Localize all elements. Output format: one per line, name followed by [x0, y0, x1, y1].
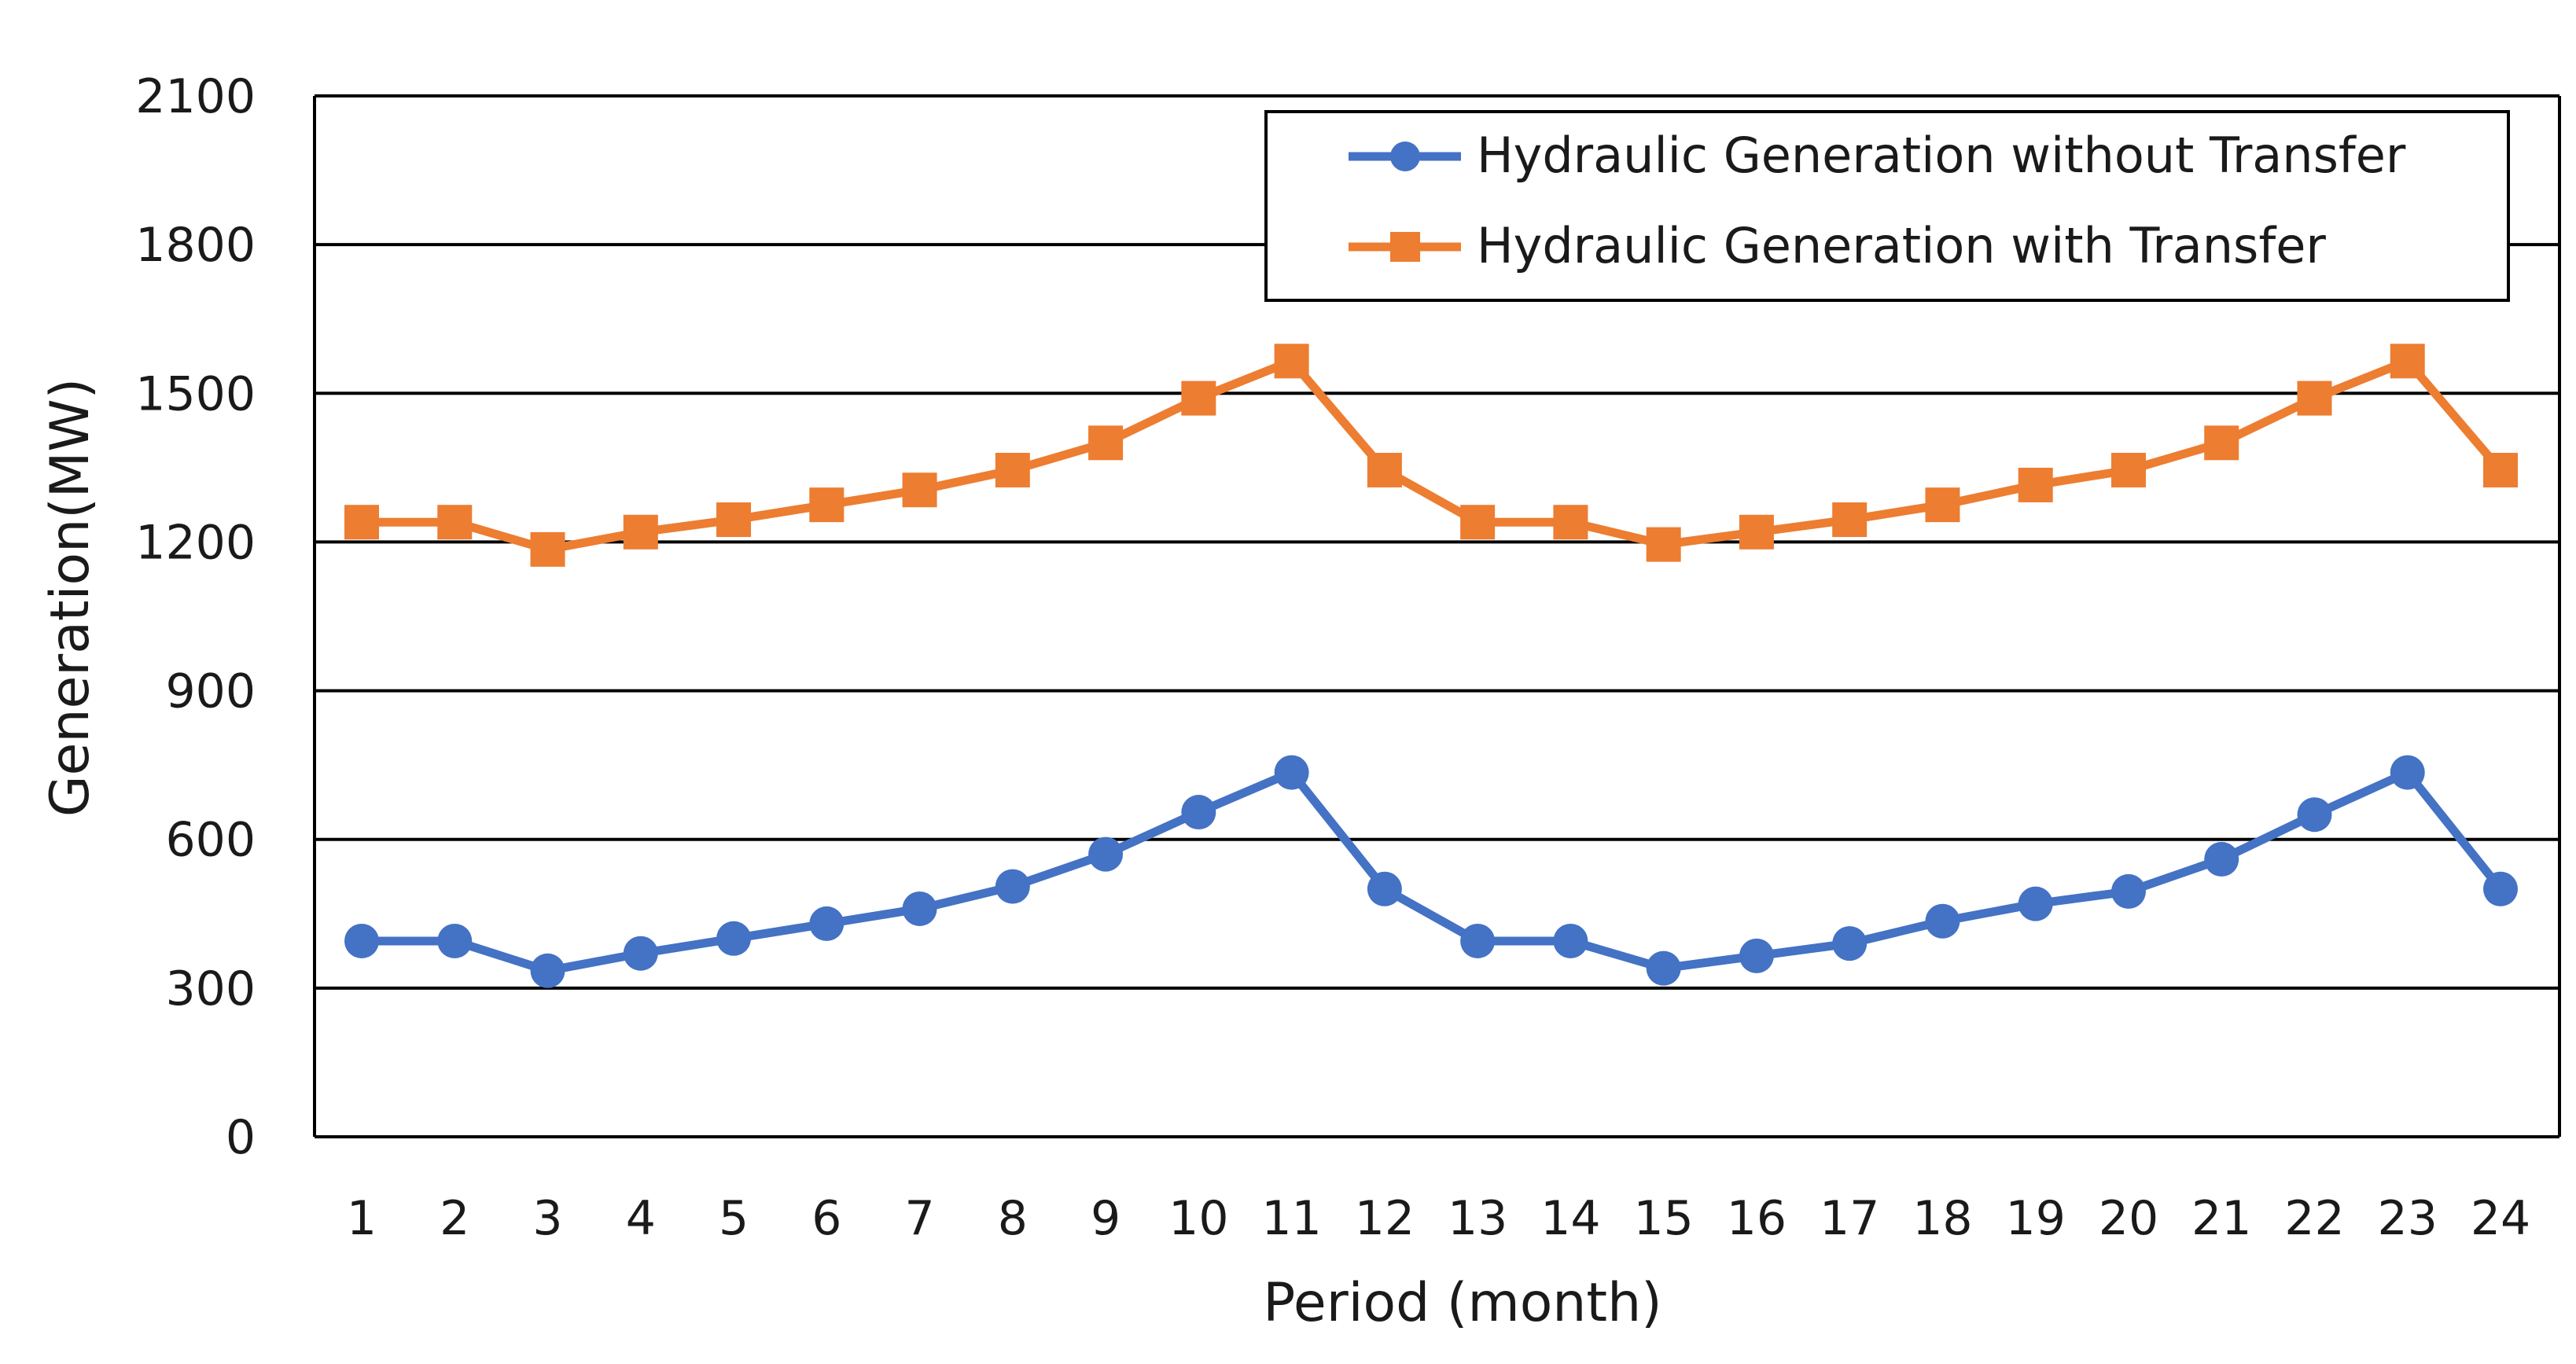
x-tick-label: 2 — [440, 1191, 469, 1246]
data-point — [2204, 841, 2239, 877]
data-point — [1181, 381, 1216, 416]
data-point — [1925, 903, 1960, 939]
data-point — [2483, 453, 2518, 488]
series-line — [362, 356, 2504, 554]
x-tick-label: 18 — [1912, 1191, 1972, 1246]
data-point — [716, 502, 752, 538]
x-tick-label: 23 — [2378, 1191, 2438, 1246]
data-point — [902, 891, 937, 926]
x-tick-label: 4 — [626, 1191, 656, 1246]
data-point — [1832, 926, 1868, 961]
data-point — [344, 505, 379, 540]
x-tick-label: 9 — [1091, 1191, 1121, 1246]
y-tick-label: 900 — [165, 664, 256, 719]
x-axis-ticks: 1 2 3 4 5 6 7 8 9 10 11 12 13 14 15 16 17 18 19 20 21 22 23 24 — [347, 1191, 2530, 1246]
legend-marker-without-transfer — [1390, 142, 1420, 171]
x-tick-label: 22 — [2284, 1191, 2344, 1246]
data-point — [623, 936, 658, 971]
data-point — [1460, 505, 1496, 540]
data-point — [809, 487, 845, 523]
data-point — [2390, 344, 2425, 379]
x-tick-label: 5 — [719, 1191, 749, 1246]
x-tick-label: 10 — [1168, 1191, 1228, 1246]
x-tick-label: 11 — [1261, 1191, 1321, 1246]
data-point — [437, 505, 473, 540]
x-tick-label: 13 — [1448, 1191, 1507, 1246]
data-point — [809, 906, 845, 941]
legend-marker-with-transfer — [1390, 232, 1420, 262]
data-point — [1460, 923, 1496, 958]
series-line — [362, 768, 2504, 976]
data-point — [2297, 381, 2332, 416]
data-point — [2390, 755, 2425, 790]
data-point — [716, 921, 752, 956]
x-tick-label: 14 — [1540, 1191, 1600, 1246]
x-tick-label: 24 — [2471, 1191, 2530, 1246]
data-point — [344, 923, 379, 958]
y-tick-label: 0 — [226, 1110, 256, 1165]
x-tick-label: 19 — [2006, 1191, 2066, 1246]
data-point — [2110, 453, 2146, 488]
data-point — [1181, 795, 1216, 830]
data-point — [995, 453, 1030, 488]
x-tick-label: 1 — [347, 1191, 377, 1246]
x-axis-title: Period (month) — [1263, 1272, 1662, 1334]
data-point — [1088, 425, 1124, 461]
x-tick-label: 8 — [998, 1191, 1028, 1246]
y-axis-title: Generation(MW) — [39, 378, 101, 817]
x-tick-label: 21 — [2191, 1191, 2251, 1246]
data-point — [2297, 797, 2332, 833]
series-with-transfer — [344, 344, 2518, 567]
data-point — [530, 531, 565, 567]
x-tick-label: 6 — [811, 1191, 841, 1246]
data-point — [437, 923, 473, 958]
series-without-transfer — [344, 755, 2518, 988]
legend-label-with-transfer: Hydraulic Generation with Transfer — [1477, 217, 2326, 274]
x-tick-label: 20 — [2099, 1191, 2158, 1246]
legend-label-without-transfer: Hydraulic Generation without Transfer — [1477, 127, 2406, 184]
data-point — [623, 514, 658, 550]
data-point — [2018, 467, 2053, 502]
data-point — [1553, 505, 1588, 540]
x-tick-label: 7 — [904, 1191, 934, 1246]
data-point — [1739, 938, 1774, 973]
y-tick-label: 2100 — [135, 69, 256, 124]
y-tick-label: 300 — [165, 961, 256, 1017]
data-point — [1274, 755, 1309, 790]
data-point — [1367, 871, 1402, 906]
data-point — [1739, 514, 1774, 550]
data-point — [902, 472, 937, 508]
data-point — [1646, 527, 1681, 562]
y-tick-label: 1500 — [135, 366, 256, 421]
x-tick-label: 15 — [1633, 1191, 1693, 1246]
x-tick-label: 12 — [1355, 1191, 1415, 1246]
x-tick-label: 17 — [1820, 1191, 1879, 1246]
legend: Hydraulic Generation without Transfer Hy… — [1264, 110, 2510, 302]
data-point — [2204, 425, 2239, 461]
data-point — [2018, 886, 2053, 921]
legend-box — [1264, 110, 2510, 302]
data-point — [1553, 923, 1588, 958]
data-point — [1832, 502, 1868, 538]
data-point — [1274, 344, 1309, 379]
data-point — [2110, 873, 2146, 909]
x-tick-label: 3 — [532, 1191, 562, 1246]
data-point — [1925, 487, 1960, 523]
data-point — [995, 869, 1030, 904]
data-point — [1088, 836, 1124, 872]
data-point — [530, 953, 565, 988]
x-tick-label: 16 — [1727, 1191, 1787, 1246]
data-point — [1646, 950, 1681, 986]
y-tick-label: 600 — [165, 813, 256, 868]
y-axis-ticks: 0 300 600 900 1200 1500 1800 2100 — [135, 69, 256, 1165]
data-point — [2483, 871, 2518, 906]
data-point — [1367, 453, 1402, 488]
series-group — [344, 344, 2518, 988]
y-tick-label: 1200 — [135, 515, 256, 570]
y-tick-label: 1800 — [135, 218, 256, 273]
